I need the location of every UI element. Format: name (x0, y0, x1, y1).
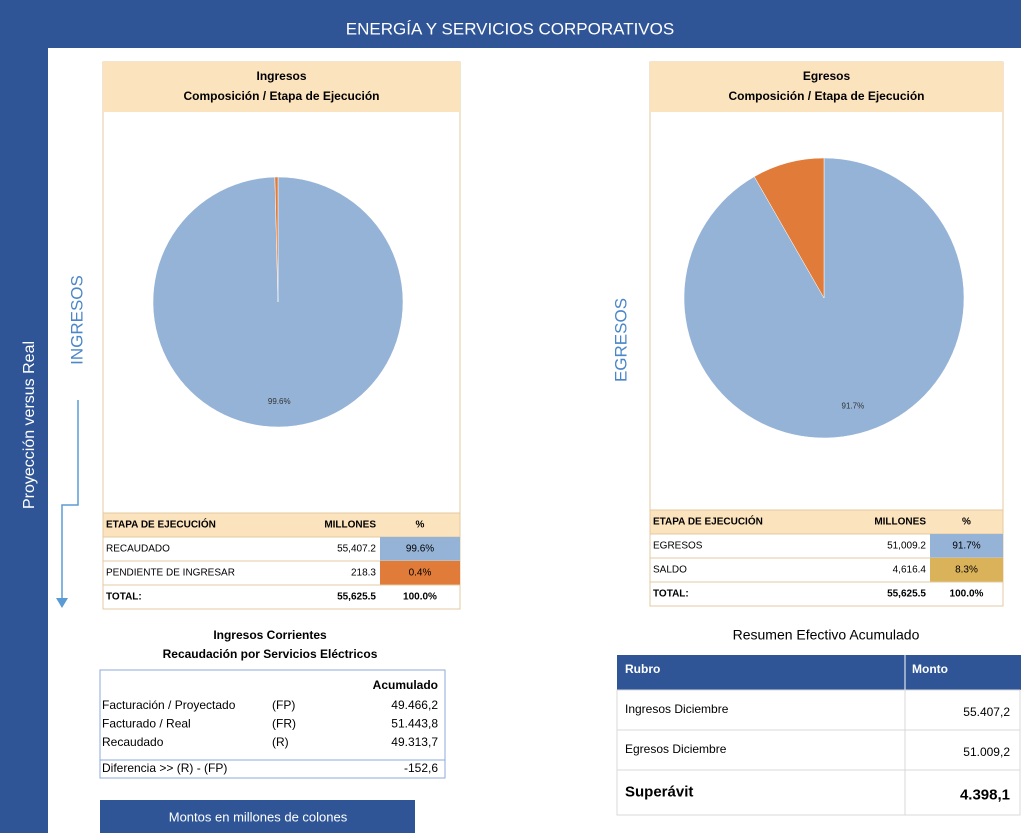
header-cell: MILLONES (874, 517, 926, 528)
table-row (616, 689, 906, 731)
body-cell: 218.3 (351, 568, 376, 579)
pie-slice (753, 157, 825, 299)
side-label: Proyección versus Real (21, 341, 38, 509)
body-cell: RECAUDADO (106, 544, 170, 555)
percent-cell (380, 537, 460, 561)
table-frame (99, 669, 446, 779)
footer-bar (100, 800, 415, 833)
row-value: 49.313,7 (391, 735, 438, 749)
percent-cell (930, 558, 1003, 582)
body-cell: 99.6% (406, 544, 434, 555)
body-cell: EGRESOS (653, 541, 703, 552)
body-cell: SALDO (653, 565, 687, 576)
total-cell: 55,625.5 (337, 592, 376, 603)
row-value: 55.407,2 (963, 705, 1010, 719)
column-header: Rubro (625, 662, 660, 676)
body-cell: 51,009.2 (887, 541, 926, 552)
row-label: Facturación / Proyectado (102, 698, 236, 712)
header-row (649, 509, 1004, 535)
panel-header (650, 62, 1003, 112)
row-code: (R) (272, 735, 289, 749)
table-row (616, 729, 906, 771)
percent-cell (930, 534, 1003, 558)
total-cell: TOTAL: (106, 592, 142, 603)
row-value: -152,6 (404, 761, 438, 775)
column-header: Acumulado (373, 678, 438, 692)
body-cell: 91.7% (952, 541, 980, 552)
pie-slice (274, 176, 279, 303)
total-cell: 55,625.5 (887, 589, 926, 600)
row-label: Egresos Diciembre (625, 742, 727, 756)
percent-cell (380, 561, 460, 585)
chart-subtitle: Composición / Etapa de Ejecución (728, 89, 924, 103)
row-value: 4.398,1 (960, 786, 1010, 803)
table-subtitle: Recaudación por Servicios Eléctricos (163, 647, 378, 661)
total-row (102, 584, 461, 610)
body-cell: 4,616.4 (893, 565, 927, 576)
total-row (649, 581, 1004, 607)
body-cell: PENDIENTE DE INGRESAR (106, 568, 235, 579)
header-cell: ETAPA DE EJECUCIÓN (106, 518, 216, 531)
table-row (904, 769, 1021, 816)
column-header: Monto (912, 662, 948, 676)
row-label: Recaudado (102, 735, 164, 749)
row-code: (FP) (272, 698, 295, 712)
header-cell: % (962, 517, 971, 528)
table-row (904, 689, 1021, 731)
table-title: Resumen Efectivo Acumulado (733, 627, 920, 643)
header-cell: ETAPA DE EJECUCIÓN (653, 515, 763, 528)
section-label: EGRESOS (611, 298, 630, 382)
slice-label: 91.7% (842, 401, 865, 410)
row-value: 49.466,2 (391, 698, 438, 712)
row-label: Ingresos Diciembre (625, 702, 729, 716)
header-cell: MILLONES (324, 520, 376, 531)
total-cell: TOTAL: (653, 589, 689, 600)
chart-title: Ingresos (256, 69, 306, 83)
header-title: ENERGÍA Y SERVICIOS CORPORATIVOS (346, 19, 674, 38)
body-cell: 0.4% (409, 568, 432, 579)
arrow-head (56, 598, 68, 608)
total-cell: 100.0% (403, 592, 437, 603)
header-bar (0, 0, 1021, 48)
table-header (617, 655, 1021, 690)
row-value: 51.443,8 (391, 717, 438, 731)
arrow (61, 400, 79, 600)
header-row (102, 512, 461, 538)
side-bar (0, 48, 48, 833)
body-cell: 55,407.2 (337, 544, 376, 555)
row-label: Facturado / Real (102, 717, 191, 731)
row-label: Diferencia >> (R) - (FP) (102, 761, 227, 775)
total-cell: 100.0% (950, 589, 984, 600)
chart-subtitle: Composición / Etapa de Ejecución (183, 89, 379, 103)
row-code: (FR) (272, 717, 296, 731)
table-row (904, 729, 1021, 771)
header-cell: % (416, 520, 425, 531)
chart-title: Egresos (803, 69, 851, 83)
slice-label: 99.6% (268, 397, 291, 406)
section-label: INGRESOS (67, 275, 86, 365)
body-cell: 8.3% (955, 565, 978, 576)
row-value: 51.009,2 (963, 745, 1010, 759)
table-title: Ingresos Corrientes (213, 628, 327, 642)
row-label: Superávit (625, 783, 693, 800)
footer: Montos en millones de colones (169, 809, 348, 824)
panel-header (103, 62, 460, 112)
